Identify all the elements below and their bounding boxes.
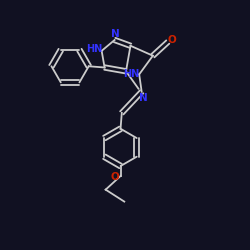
Text: O: O: [111, 172, 120, 182]
Text: N: N: [138, 93, 147, 103]
Text: O: O: [168, 35, 177, 45]
Text: HN: HN: [86, 44, 102, 54]
Text: HN: HN: [123, 68, 139, 78]
Text: N: N: [112, 29, 120, 39]
